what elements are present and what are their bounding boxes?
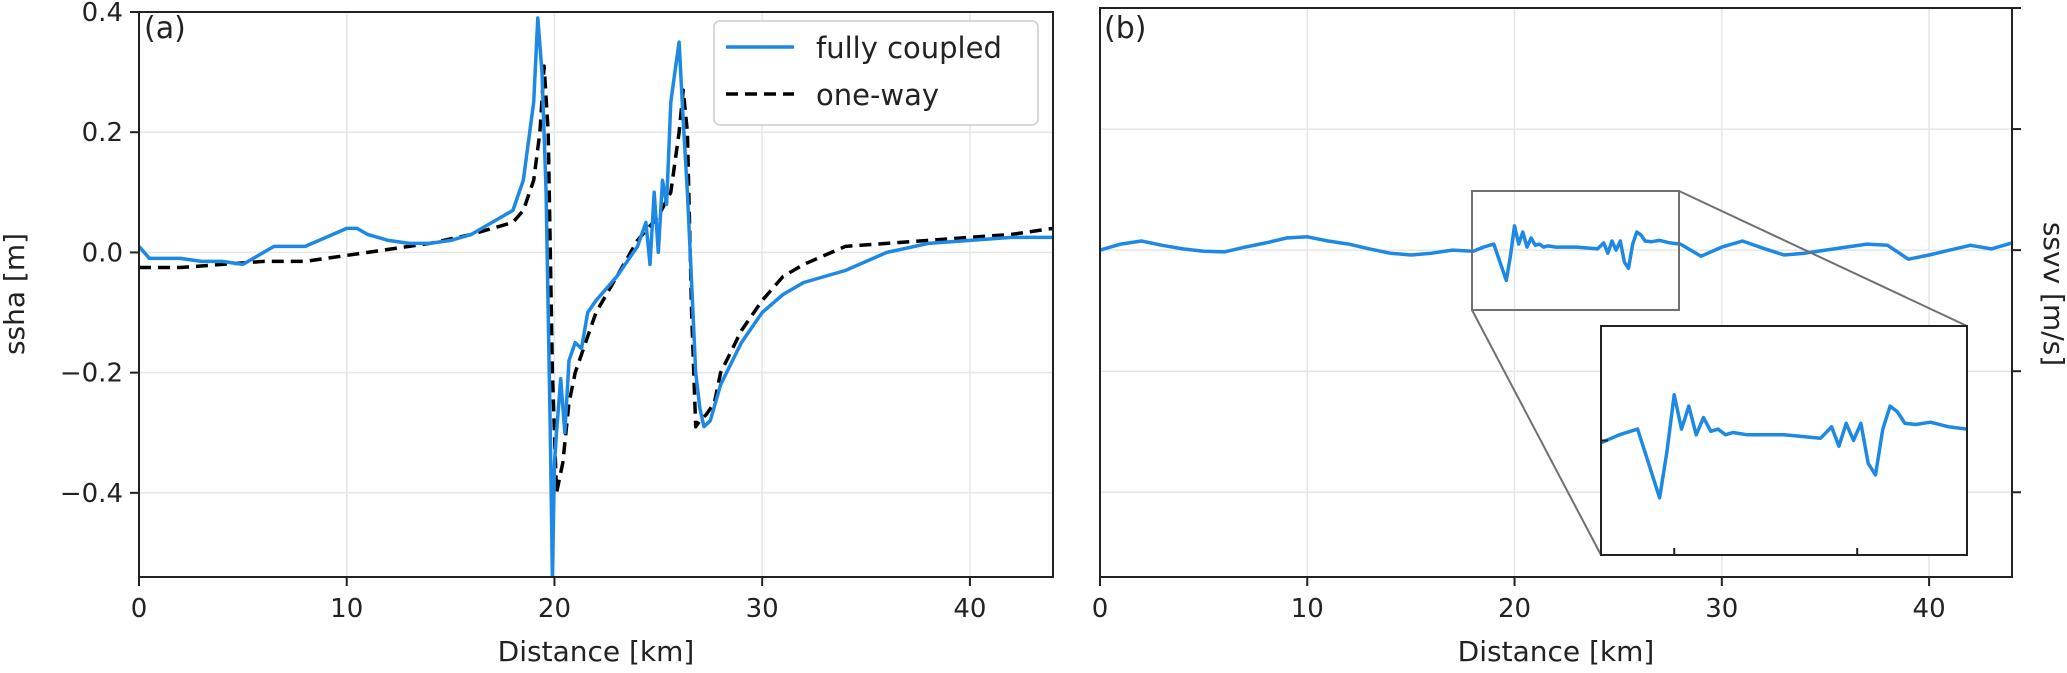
- x-tick-label-a: 10: [330, 594, 363, 624]
- legend: fully coupled one-way: [713, 20, 1039, 126]
- series-line-fully-coupled: [139, 16, 1053, 577]
- inset-ticks: [1601, 439, 1859, 555]
- x-tick-label-b: 20: [1498, 594, 1531, 624]
- legend-label-fully-coupled: fully coupled: [816, 31, 1002, 65]
- x-tick-label-a: 20: [538, 594, 571, 624]
- x-tick-label-a: 0: [131, 594, 148, 624]
- y-tick-label-a: −0.2: [60, 359, 123, 389]
- x-tick-label-a: 40: [953, 594, 986, 624]
- x-tick-label-b: 0: [1092, 594, 1109, 624]
- y-tick-label-a: 0.4: [82, 0, 123, 28]
- y-tick-label-a: 0.2: [82, 118, 123, 148]
- x-axis-label-a: Distance [km]: [498, 635, 695, 668]
- axes-frame-a: [138, 11, 1054, 578]
- x-tick-label-a: 30: [746, 594, 779, 624]
- y-tick-label-a: −0.4: [60, 479, 123, 509]
- series-line-one-way: [139, 64, 1053, 495]
- legend-label-one-way: one-way: [816, 78, 939, 112]
- zoom-connector-lower: [1471, 309, 1602, 556]
- inset-series: [1601, 392, 1967, 500]
- series-a: [139, 16, 1053, 577]
- x-axis-label-b: Distance [km]: [1458, 635, 1655, 668]
- panel-b: 0 10 20 30 40 (b) Distance [km] ssvv [m/s]: [1092, 7, 2067, 668]
- series-line-ssvv: [1100, 224, 2012, 283]
- ticks-a: 0 10 20 30 40 −0.4 −0.2 0.0 0.2 0.4: [60, 0, 987, 624]
- axes-frame-b: [1099, 7, 2013, 578]
- series-b: [1100, 224, 2012, 283]
- zoom-connector-upper: [1678, 190, 1968, 327]
- legend-box: [713, 20, 1039, 126]
- y-axis-label-a: ssha [m]: [0, 233, 31, 355]
- ticks-b: 0 10 20 30 40: [1092, 7, 2021, 624]
- inset-background: [1601, 326, 1967, 555]
- panel-a: 0 10 20 30 40 −0.4 −0.2 0.0 0.2 0.4 (a) Distance …: [0, 0, 1054, 668]
- panel-label-a: (a): [144, 11, 186, 46]
- y-tick-label-a: 0.0: [82, 238, 123, 268]
- zoom-inset: [1471, 190, 1968, 556]
- panel-label-b: (b): [1104, 11, 1146, 46]
- y-axis-label-b: ssvv [m/s]: [2037, 222, 2067, 366]
- x-tick-label-b: 40: [1913, 594, 1946, 624]
- inset-line-ssvv: [1601, 392, 1967, 500]
- x-tick-label-b: 10: [1291, 594, 1324, 624]
- x-tick-label-b: 30: [1705, 594, 1738, 624]
- zoom-region-box: [1471, 190, 1680, 311]
